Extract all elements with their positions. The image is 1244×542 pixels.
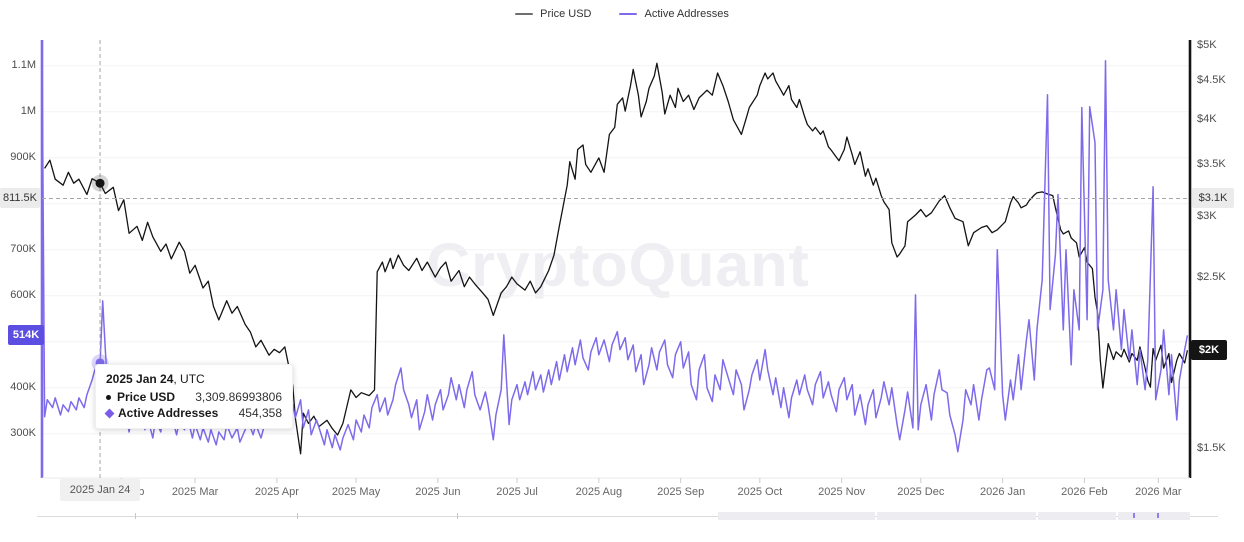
left-axis-label: 900K [10, 151, 36, 164]
x-axis-label: 2025 Oct [737, 486, 783, 498]
left-axis-label: 600K [10, 289, 36, 302]
legend: Price USD Active Addresses [0, 8, 1244, 20]
tooltip-date-suffix: , UTC [173, 372, 205, 386]
tooltip-price-label: Price USD [117, 390, 176, 404]
active-addresses-latest-badge: 514K [8, 325, 44, 346]
legend-label-price-usd: Price USD [540, 8, 592, 20]
tooltip-price-value: 3,309.86993806 [195, 390, 282, 404]
left-axis-label: 1.1M [11, 59, 36, 72]
left-axis-label: 400K [10, 381, 36, 394]
crosshair-left-value-badge: 811.5K [0, 188, 40, 209]
x-axis-label: 2025 Apr [254, 486, 299, 498]
x-axis-label: 2025 Jul [496, 486, 538, 498]
legend-item-active-addresses[interactable]: Active Addresses [619, 8, 729, 20]
x-axis-label: 2025 Aug [575, 486, 623, 498]
x-axis-label: 2025 May [331, 486, 381, 498]
left-axis-label: 700K [10, 243, 36, 256]
legend-item-price-usd[interactable]: Price USD [515, 8, 591, 20]
navigator-track[interactable] [37, 516, 1218, 517]
x-axis-label: 2025 Sep [657, 486, 705, 498]
tooltip-active-addresses-label: Active Addresses [118, 406, 219, 420]
right-axis-label: $3.5K [1197, 158, 1226, 170]
left-axis-label: 300K [10, 427, 36, 440]
x-axis-label: 2025 Mar [171, 486, 219, 498]
navigator-range[interactable] [1038, 512, 1116, 520]
navigator-tick [297, 513, 298, 519]
tooltip-row-active-addresses: Active Addresses 454,358 [104, 406, 282, 420]
active-addresses-line-swatch-icon [619, 13, 638, 15]
tooltip-date: 2025 Jan 24 [106, 372, 174, 386]
tooltip: 2025 Jan 24, UTC Price USD 3,309.8699380… [95, 364, 293, 429]
right-axis-label: $5K [1197, 38, 1217, 51]
x-axis-label: 2026 Mar [1135, 486, 1182, 498]
right-axis-label: $1.5K [1197, 441, 1226, 454]
navigator-range[interactable] [718, 512, 875, 520]
navigator-tick [135, 513, 136, 519]
crosshair-date-badge: 2025 Jan 24 [60, 479, 141, 501]
cryptoquant-watermark: CryptoQuant [426, 231, 810, 299]
tooltip-title: 2025 Jan 24, UTC [106, 372, 282, 386]
price-latest-badge: $2K [1191, 340, 1227, 361]
price-usd-line[interactable] [44, 62, 1189, 455]
legend-label-active-addresses: Active Addresses [644, 8, 729, 20]
active-addresses-diamond-icon [104, 408, 115, 418]
right-axis-label: $3K [1197, 209, 1217, 222]
navigator-marker [1157, 513, 1159, 518]
right-axis-label: $4.5K [1197, 73, 1226, 86]
price-hover-marker [95, 178, 105, 188]
price-dot-icon [106, 394, 111, 400]
x-axis-label: 2025 Dec [897, 486, 945, 498]
navigator-tick [457, 513, 458, 519]
x-axis-label: 2026 Feb [1061, 486, 1108, 498]
left-axis-label: 1M [20, 105, 36, 118]
right-axis-label: $4K [1197, 113, 1217, 126]
tooltip-row-price: Price USD 3,309.86993806 [106, 390, 282, 404]
x-axis-label: 2026 Jan [979, 486, 1026, 498]
price-usd-line-swatch-icon [515, 13, 534, 15]
navigator-range[interactable] [877, 512, 1036, 520]
navigator-marker [1133, 513, 1135, 518]
navigator-range[interactable] [1118, 512, 1190, 520]
x-axis-label: 2025 Nov [818, 486, 866, 498]
right-axis-label: $2.5K [1197, 270, 1226, 283]
tooltip-active-addresses-value: 454,358 [238, 406, 282, 420]
crosshair-right-value-badge: $3.1K [1192, 188, 1234, 209]
x-axis-label: 2025 Jun [415, 486, 461, 498]
